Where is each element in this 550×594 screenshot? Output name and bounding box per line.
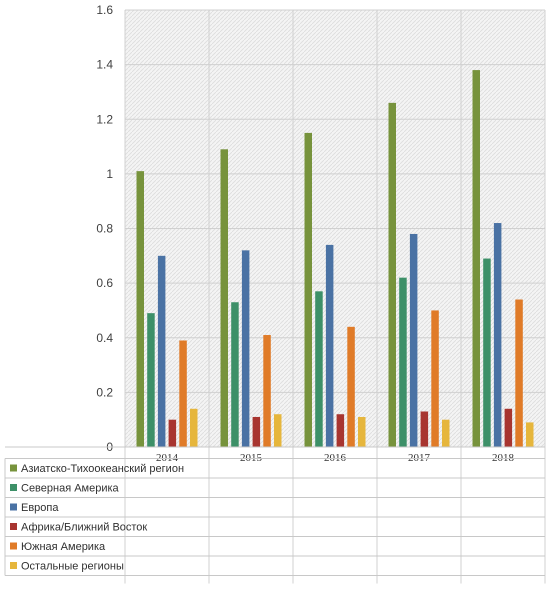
y-tick-label: 1.6 bbox=[96, 3, 113, 17]
bar bbox=[420, 411, 429, 447]
bar bbox=[493, 223, 502, 447]
y-tick-label: 1 bbox=[106, 167, 113, 181]
bar bbox=[388, 102, 396, 448]
bar bbox=[304, 132, 312, 447]
bar bbox=[431, 310, 439, 447]
legend-label: Остальные регионы bbox=[21, 561, 124, 573]
legend-label: Европа bbox=[21, 502, 59, 514]
y-tick-label: 1.2 bbox=[96, 112, 113, 126]
bar bbox=[157, 255, 166, 447]
legend-swatch bbox=[10, 562, 17, 569]
legend-swatch bbox=[10, 484, 17, 491]
bar bbox=[358, 416, 366, 447]
bar bbox=[147, 313, 155, 447]
legend-label: Южная Америка bbox=[21, 541, 106, 553]
bar bbox=[526, 422, 534, 447]
bar bbox=[231, 302, 239, 447]
y-tick-label: 0.4 bbox=[96, 331, 113, 345]
y-tick-label: 0.6 bbox=[96, 276, 113, 290]
bar bbox=[347, 326, 355, 447]
bar bbox=[399, 277, 407, 447]
legend-swatch bbox=[10, 503, 17, 511]
bar bbox=[136, 171, 144, 448]
bar bbox=[442, 419, 450, 447]
bar bbox=[472, 70, 480, 448]
legend-label: Африка/Ближний Восток bbox=[21, 522, 147, 534]
bar bbox=[515, 299, 523, 447]
bar bbox=[252, 416, 261, 447]
y-tick-label: 1.4 bbox=[96, 58, 113, 72]
bar bbox=[190, 408, 198, 447]
bar bbox=[220, 149, 228, 447]
legend-label: Азиатско-Тихоокеанский регион bbox=[21, 463, 184, 475]
bar bbox=[179, 340, 187, 447]
bar bbox=[325, 244, 334, 447]
legend-label: Северная Америка bbox=[21, 483, 120, 495]
legend-swatch bbox=[10, 523, 17, 530]
bar bbox=[315, 291, 323, 447]
bar bbox=[168, 419, 177, 447]
bar bbox=[274, 414, 282, 447]
bar bbox=[483, 258, 491, 447]
bar bbox=[241, 250, 250, 447]
y-tick-label: 0.2 bbox=[96, 385, 113, 399]
bar bbox=[504, 408, 513, 447]
bar bbox=[263, 335, 271, 447]
bar bbox=[336, 414, 345, 447]
legend-swatch bbox=[10, 542, 17, 550]
bar bbox=[409, 233, 418, 447]
y-tick-label: 0.8 bbox=[96, 222, 113, 236]
legend-swatch bbox=[10, 464, 17, 472]
